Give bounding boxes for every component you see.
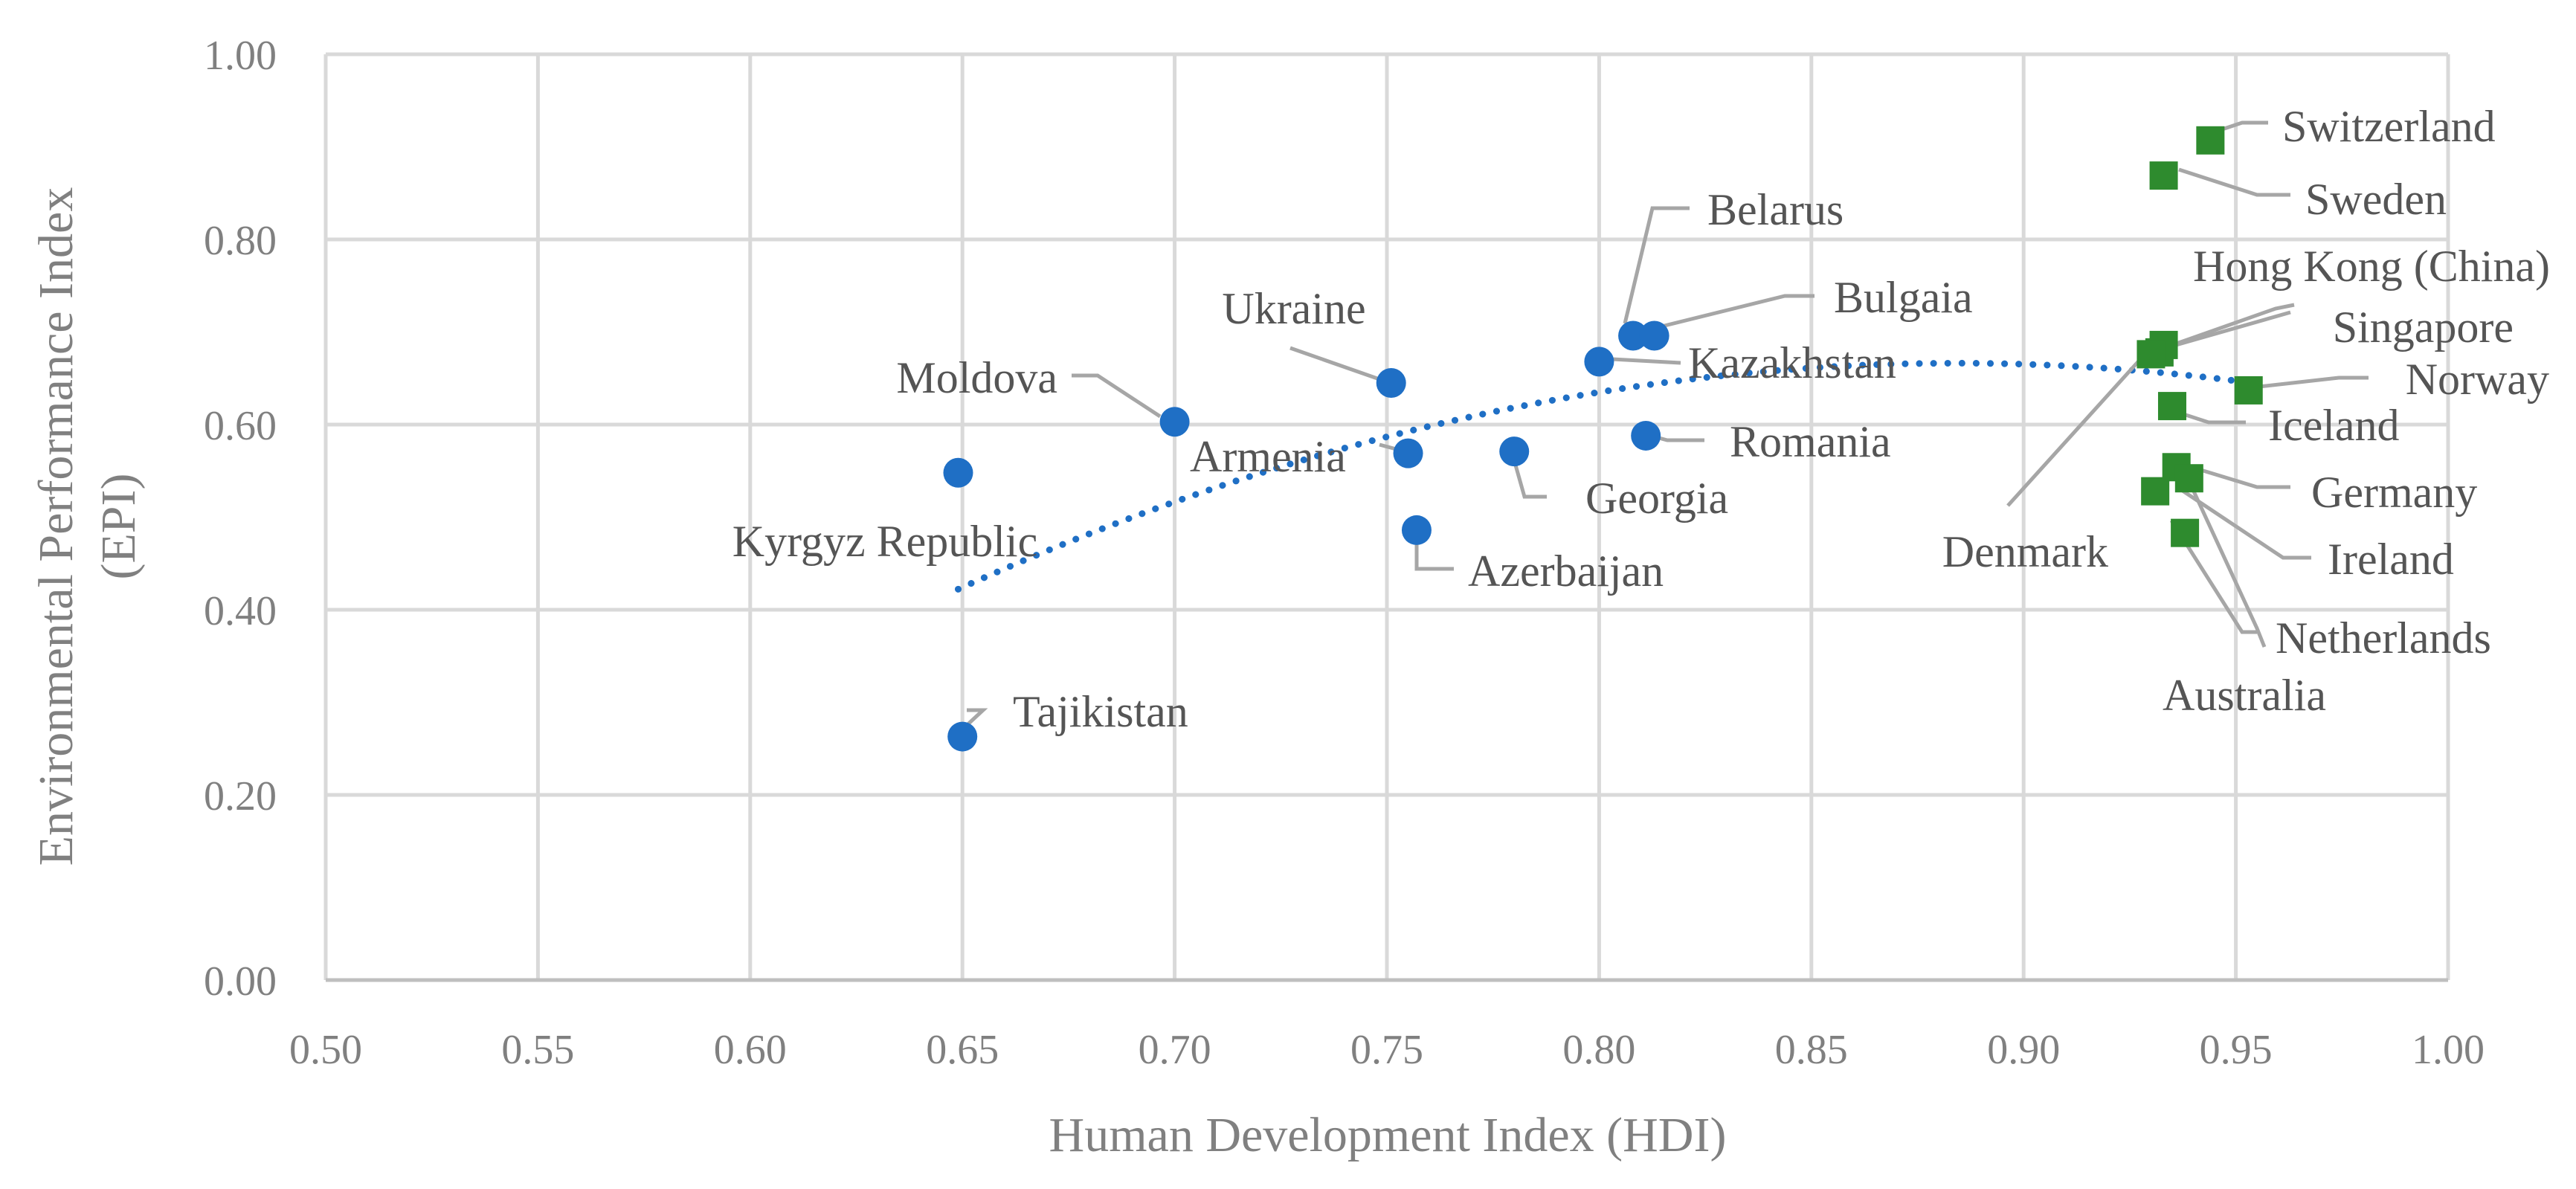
- label-azerbaijan: Azerbaijan: [1468, 547, 1664, 596]
- leader-ireland: [2181, 489, 2311, 560]
- leader-georgia: [1511, 457, 1547, 499]
- leader-sweden: [2178, 167, 2290, 197]
- point-kazakhstan: [1584, 347, 1614, 377]
- label-netherlands: Netherlands: [2276, 613, 2491, 663]
- point-ukraine: [1376, 367, 1406, 398]
- leader-belarus: [1623, 206, 1690, 324]
- x-tick-label: 0.55: [501, 1027, 574, 1073]
- leader-iceland: [2178, 410, 2246, 425]
- x-tick-label: 0.85: [1775, 1027, 1848, 1073]
- y-tick-label: 1.00: [204, 33, 277, 79]
- x-tick-label: 1.00: [2412, 1027, 2485, 1073]
- leader-ukraine: [1289, 346, 1380, 381]
- y-tick-label: 0.40: [204, 588, 277, 634]
- point-moldova: [1159, 407, 1190, 437]
- label-australia: Australia: [2163, 671, 2326, 720]
- point-denmark: [2137, 340, 2166, 369]
- x-tick-label: 0.65: [926, 1027, 999, 1073]
- point-sweden: [2149, 161, 2178, 190]
- point-azerbaijan: [1401, 515, 1432, 545]
- point-switzerland: [2196, 126, 2225, 155]
- leader-bulgaia: [1643, 294, 1815, 333]
- label-germany: Germany: [2311, 468, 2477, 517]
- point-belarus: [1618, 320, 1649, 351]
- leader-hong-kong-china: [2148, 303, 2295, 355]
- point-armenia: [1393, 438, 1423, 468]
- leader-tajikistan: [962, 708, 988, 730]
- label-ukraine: Ukraine: [1222, 284, 1365, 333]
- label-romania: Romania: [1730, 417, 1891, 466]
- label-singapore: Singapore: [2333, 303, 2514, 352]
- point-romania: [1631, 420, 1661, 451]
- point-norway: [2234, 376, 2263, 405]
- label-hong-kong-china: Hong Kong (China): [2193, 242, 2550, 291]
- x-tick-label: 0.75: [1350, 1027, 1423, 1073]
- label-georgia: Georgia: [1585, 474, 1728, 523]
- x-tick-label: 0.90: [1987, 1027, 2060, 1073]
- data-points: [943, 126, 2263, 752]
- x-tick-label: 0.80: [1562, 1027, 1635, 1073]
- x-tick-label: 0.50: [289, 1027, 362, 1073]
- label-sweden: Sweden: [2305, 175, 2447, 224]
- x-tick-label: 0.60: [714, 1027, 787, 1073]
- point-netherlands: [2141, 477, 2170, 506]
- point-bulgaia: [1639, 320, 1669, 351]
- y-tick-label: 0.60: [204, 403, 277, 449]
- point-australia: [2174, 464, 2203, 493]
- y-tick-label: 0.20: [204, 773, 277, 819]
- leader-netherlands: [2169, 519, 2257, 634]
- point-iceland: [2157, 392, 2186, 421]
- label-switzerland: Switzerland: [2282, 102, 2496, 151]
- point-georgia: [1499, 436, 1530, 467]
- x-tick-label: 0.95: [2200, 1027, 2273, 1073]
- label-ireland: Ireland: [2328, 535, 2454, 584]
- point-kyrgyz-republic: [943, 457, 973, 488]
- label-denmark: Denmark: [1942, 527, 2108, 576]
- label-kazakhstan: Kazakhstan: [1688, 338, 1896, 387]
- y-tick-label: 0.80: [204, 218, 277, 264]
- y-axis-title-line-2: (EPI): [91, 474, 146, 580]
- polynomial-trendline: [955, 359, 2253, 593]
- y-tick-label: 0.00: [204, 958, 277, 1005]
- point-ireland: [2171, 518, 2200, 547]
- label-iceland: Iceland: [2268, 401, 2400, 450]
- y-axis-title-line-1: Environmental Performance Index: [29, 187, 83, 866]
- x-axis-title: Human Development Index (HDI): [1049, 1108, 1727, 1162]
- label-bulgaia: Bulgaia: [1834, 273, 1973, 322]
- label-moldova: Moldova: [896, 353, 1057, 402]
- label-kyrgyz-republic: Kyrgyz Republic: [732, 517, 1037, 566]
- leader-moldova: [1072, 373, 1162, 419]
- label-belarus: Belarus: [1707, 185, 1844, 234]
- leader-singapore: [2160, 310, 2291, 352]
- trendline: [955, 359, 2253, 593]
- point-tajikistan: [947, 721, 978, 752]
- label-norway: Norway: [2406, 355, 2549, 404]
- label-armenia: Armenia: [1190, 432, 1346, 481]
- leader-norway: [2245, 376, 2369, 390]
- leader-australia: [2188, 482, 2267, 648]
- label-tajikistan: Tajikistan: [1013, 687, 1188, 736]
- point-labels: Kyrgyz Republic Tajikistan Moldova Ukraine A…: [732, 102, 2550, 736]
- x-tick-label: 0.70: [1139, 1027, 1211, 1073]
- leader-switzerland: [2219, 120, 2268, 132]
- leader-denmark: [2006, 348, 2151, 507]
- gridlines: [323, 52, 2450, 982]
- tick-labels: 0.50 0.55 0.60 0.65 0.70 0.75 0.80 0.85 0.90 0.95…: [204, 33, 2485, 1073]
